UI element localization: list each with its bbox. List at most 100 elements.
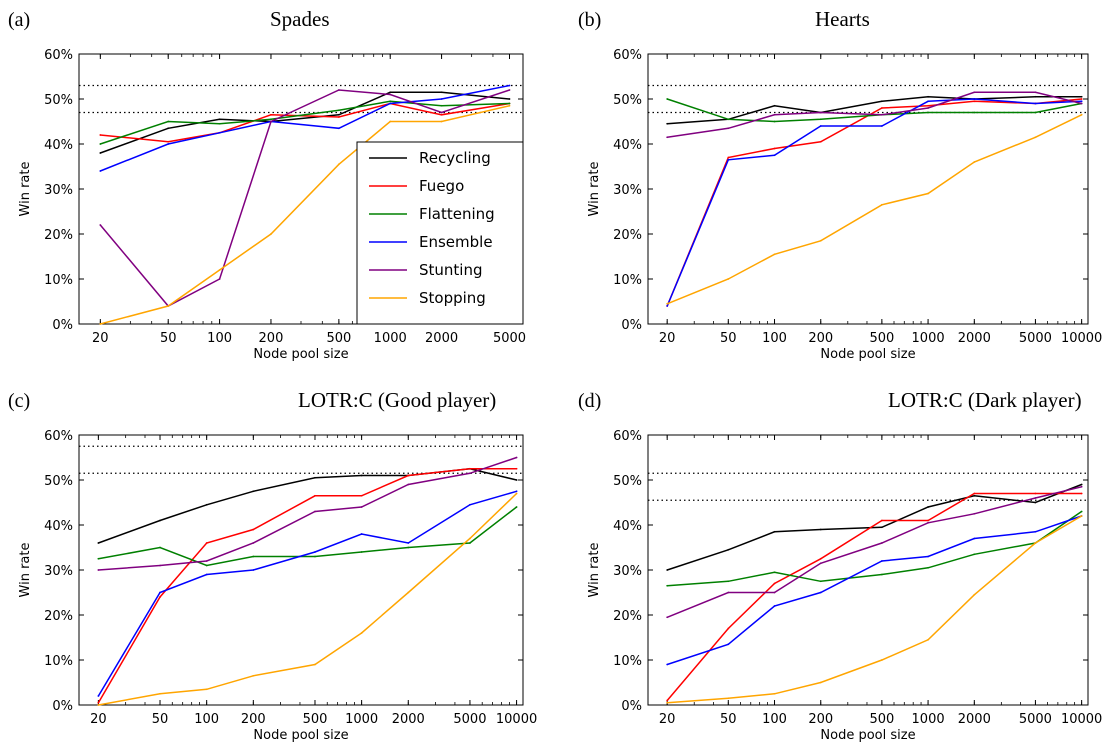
legend-label-fuego: Fuego (419, 177, 464, 195)
data-point-stunting (389, 93, 392, 96)
y-tick-label: 20% (613, 609, 642, 624)
data-point-flattening (99, 143, 102, 145)
data-point-flattening (666, 584, 669, 587)
x-tick-label: 500 (303, 712, 328, 727)
series-line-fuego (97, 468, 517, 704)
data-point-flattening (440, 104, 443, 107)
y-tick-label: 60% (613, 429, 642, 444)
panel-tag: (c) (8, 390, 30, 412)
series-line-ensemble (100, 84, 510, 172)
data-point-flattening (218, 122, 221, 125)
data-point-flattening (469, 542, 471, 544)
data-point-fuego (99, 134, 102, 136)
data-point-stopping (819, 239, 822, 242)
data-point-stunting (727, 127, 730, 130)
data-point-fuego (360, 494, 363, 497)
data-point-fuego (97, 701, 100, 704)
y-tick-label: 10% (613, 273, 642, 288)
data-point-ensemble (727, 643, 730, 646)
data-point-recycling (99, 152, 102, 154)
series-line-stopping (98, 492, 518, 706)
x-tick-label: 100 (762, 331, 787, 346)
data-point-flattening (515, 506, 518, 508)
data-point-stopping (1034, 136, 1037, 139)
y-axis-label: Win rate (18, 543, 33, 598)
data-point-ensemble (97, 695, 100, 697)
data-point-stopping (973, 161, 976, 163)
data-point-stunting (469, 472, 471, 475)
data-point-ensemble (167, 143, 170, 145)
data-point-stunting (314, 510, 316, 513)
data-point-fuego (727, 156, 730, 159)
data-point-ensemble (1034, 530, 1037, 533)
data-point-fuego (270, 113, 272, 116)
series-line-stopping (100, 105, 510, 325)
x-tick-label: 200 (808, 712, 833, 727)
chart-title: Hearts (815, 7, 870, 31)
x-tick-label: 50 (152, 712, 169, 727)
y-tick-label: 50% (44, 93, 73, 108)
data-point-ensemble (469, 503, 471, 506)
data-point-stunting (927, 107, 929, 109)
y-tick-label: 30% (44, 564, 73, 579)
data-point-recycling (1080, 95, 1083, 98)
data-point-stopping (99, 323, 102, 325)
x-tick-label: 1000 (912, 331, 945, 346)
data-point-fuego (407, 474, 410, 477)
data-point-fuego (515, 467, 518, 470)
series-line-recycling (100, 91, 510, 154)
data-point-flattening (97, 557, 100, 560)
data-point-ensemble (205, 573, 208, 576)
data-point-flattening (773, 120, 776, 123)
y-tick-label: 40% (44, 519, 73, 534)
data-point-stunting (407, 483, 410, 486)
data-point-stopping (727, 697, 730, 700)
data-point-fuego (880, 519, 883, 522)
data-point-stopping (927, 638, 929, 641)
data-point-stopping (252, 674, 255, 677)
plot-frame (647, 53, 1089, 325)
data-point-recycling (880, 526, 883, 529)
data-point-ensemble (337, 127, 340, 130)
data-point-fuego (773, 582, 776, 585)
data-point-flattening (407, 546, 410, 549)
series-line-fuego (100, 102, 510, 143)
data-point-stopping (469, 537, 471, 540)
data-point-ensemble (407, 542, 410, 544)
y-axis-label: Win rate (587, 543, 602, 598)
legend-label-stunting: Stunting (419, 261, 483, 279)
y-tick-label: 10% (44, 654, 73, 669)
x-axis-label: Node pool size (253, 347, 348, 362)
x-tick-label: 500 (869, 712, 894, 727)
chart-title: LOTR:C (Good player) (298, 388, 496, 412)
legend-label-stopping: Stopping (419, 289, 486, 307)
data-point-stopping (159, 692, 161, 695)
data-point-recycling (880, 100, 883, 103)
data-point-ensemble (773, 154, 776, 157)
data-point-fuego (927, 519, 929, 522)
data-point-fuego (819, 140, 822, 143)
x-tick-label: 200 (241, 712, 266, 727)
data-point-fuego (880, 107, 883, 109)
data-point-flattening (167, 120, 170, 123)
data-point-recycling (252, 490, 255, 493)
data-point-flattening (205, 564, 208, 567)
y-tick-label: 60% (44, 48, 73, 63)
y-tick-label: 40% (613, 138, 642, 153)
data-point-stopping (1080, 113, 1083, 116)
data-point-fuego (1034, 492, 1037, 495)
data-point-flattening (727, 580, 730, 583)
x-tick-label: 20 (659, 331, 676, 346)
data-point-ensemble (515, 490, 518, 493)
data-point-recycling (773, 530, 776, 533)
data-point-stopping (773, 253, 776, 256)
data-point-stunting (880, 113, 883, 116)
data-point-stopping (880, 659, 883, 661)
data-point-ensemble (819, 591, 822, 594)
data-point-ensemble (927, 555, 929, 558)
data-point-recycling (773, 104, 776, 107)
data-point-stunting (1034, 91, 1037, 94)
x-tick-label: 50 (720, 712, 737, 727)
x-tick-label: 200 (259, 331, 284, 346)
data-point-recycling (1034, 95, 1037, 98)
